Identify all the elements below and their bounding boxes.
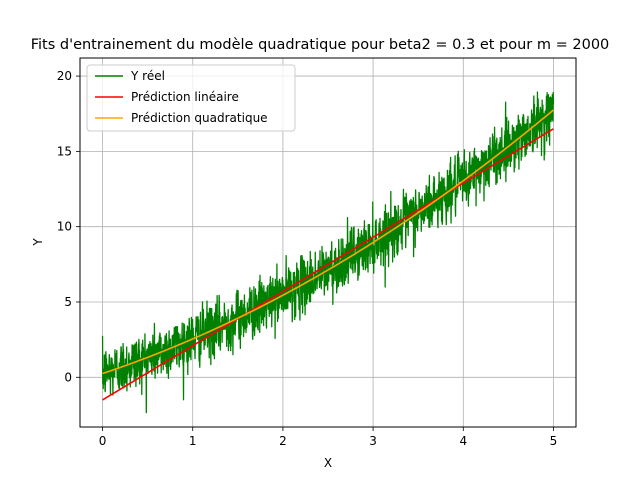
x-tick-label: 4 — [459, 434, 467, 448]
x-tick-label: 1 — [189, 434, 197, 448]
y-tick-label: 10 — [57, 220, 72, 234]
axes-frame — [79, 57, 577, 428]
legend: Y réel Prédiction linéaire Prédiction quad… — [86, 64, 296, 132]
series-line-2 — [102, 128, 554, 401]
x-tick-label: 5 — [550, 434, 558, 448]
y-axis-label: Y — [31, 238, 45, 247]
y-tick-label: 15 — [57, 144, 72, 158]
x-tick-label: 0 — [99, 434, 107, 448]
legend-label: Prédiction quadratique — [131, 111, 268, 125]
y-tick-label: 5 — [64, 295, 72, 309]
x-tick-label: 2 — [279, 434, 287, 448]
x-axis-label: X — [324, 456, 332, 470]
legend-label: Y réel — [130, 69, 165, 83]
chart-title: Fits d'entrainement du modèle quadratiqu… — [31, 37, 610, 53]
legend-box — [86, 64, 296, 132]
series-line-1 — [101, 91, 555, 414]
y-tick-label: 0 — [64, 370, 72, 384]
ticks: 0 1 2 3 4 5 0 5 10 15 20 — [57, 69, 558, 448]
plot-data — [101, 91, 555, 414]
x-tick-label: 3 — [369, 434, 377, 448]
legend-label: Prédiction linéaire — [131, 90, 239, 104]
y-tick-label: 20 — [57, 69, 72, 83]
series-line-3 — [102, 109, 554, 375]
